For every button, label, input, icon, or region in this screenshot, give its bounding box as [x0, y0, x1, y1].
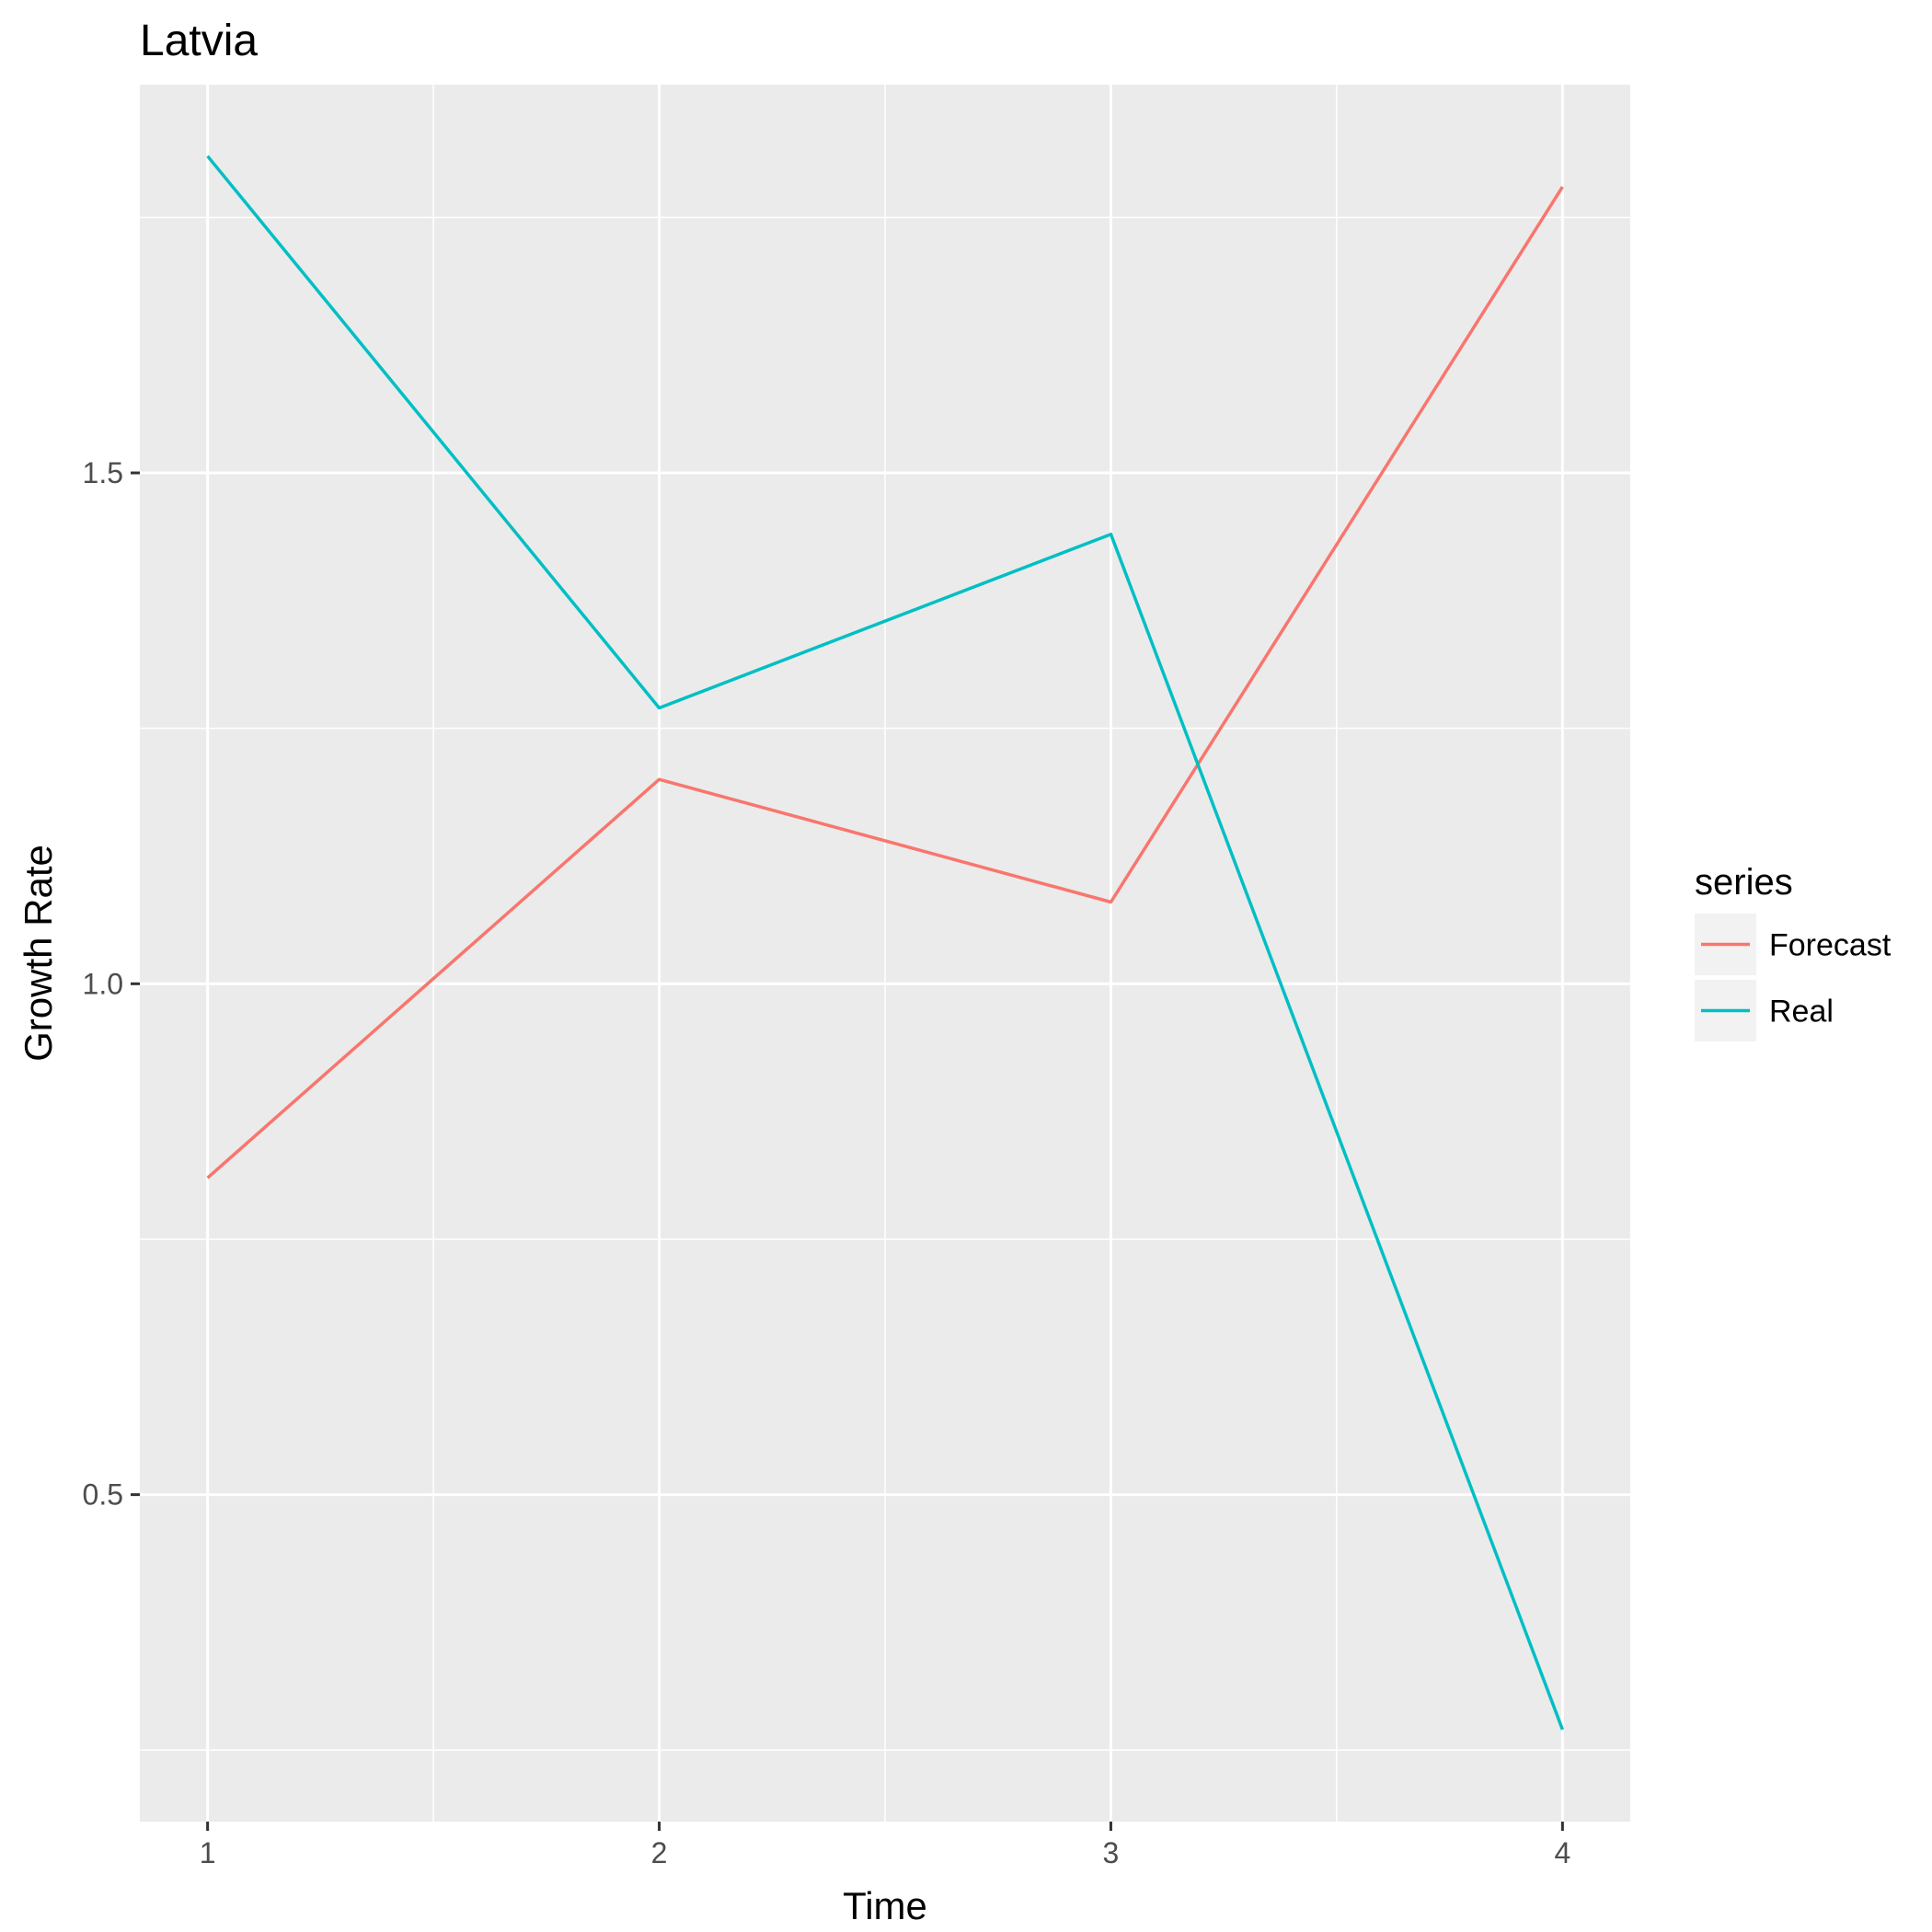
legend-item-real: Real	[1695, 980, 1834, 1041]
legend-title: series	[1695, 862, 1793, 903]
series-lines	[206, 155, 1565, 1731]
legend-label: Real	[1769, 995, 1834, 1029]
x-axis-title: Time	[843, 1884, 927, 1927]
y-tick-label: 1.5	[83, 456, 123, 489]
x-tick-label: 1	[200, 1836, 216, 1869]
x-axis-ticks: 1 2 3 4	[200, 1822, 1570, 1869]
series-line-real	[206, 155, 1565, 1731]
legend: series Forecast Real	[1695, 862, 1892, 1041]
chart-title: Latvia	[140, 17, 258, 65]
y-tick-label: 0.5	[83, 1478, 123, 1512]
x-tick-label: 2	[651, 1836, 668, 1869]
y-tick-label: 1.0	[83, 967, 123, 1000]
x-tick-label: 4	[1554, 1836, 1570, 1869]
x-tick-label: 3	[1103, 1836, 1120, 1869]
legend-items: Forecast Real	[1695, 914, 1892, 1041]
legend-item-forecast: Forecast	[1695, 914, 1892, 975]
grid-minor	[140, 85, 1630, 1822]
legend-label: Forecast	[1769, 928, 1892, 963]
y-axis-ticks: 0.5 1.0 1.5	[83, 456, 140, 1512]
y-axis-title: Growth Rate	[17, 845, 60, 1062]
series-line-forecast	[206, 186, 1564, 1179]
